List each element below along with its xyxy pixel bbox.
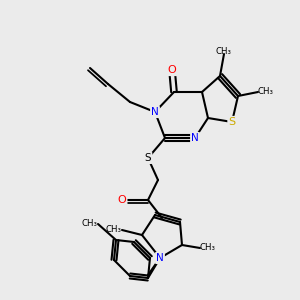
Text: N: N (156, 253, 164, 263)
Text: O: O (118, 195, 126, 205)
Text: CH₃: CH₃ (200, 244, 216, 253)
Text: CH₃: CH₃ (82, 220, 98, 229)
Text: CH₃: CH₃ (258, 88, 274, 97)
Text: S: S (145, 153, 151, 163)
Text: N: N (191, 133, 199, 143)
Text: CH₃: CH₃ (216, 47, 232, 56)
Text: N: N (151, 107, 159, 117)
Text: S: S (228, 117, 236, 127)
Text: O: O (168, 65, 176, 75)
Text: CH₃: CH₃ (106, 226, 122, 235)
